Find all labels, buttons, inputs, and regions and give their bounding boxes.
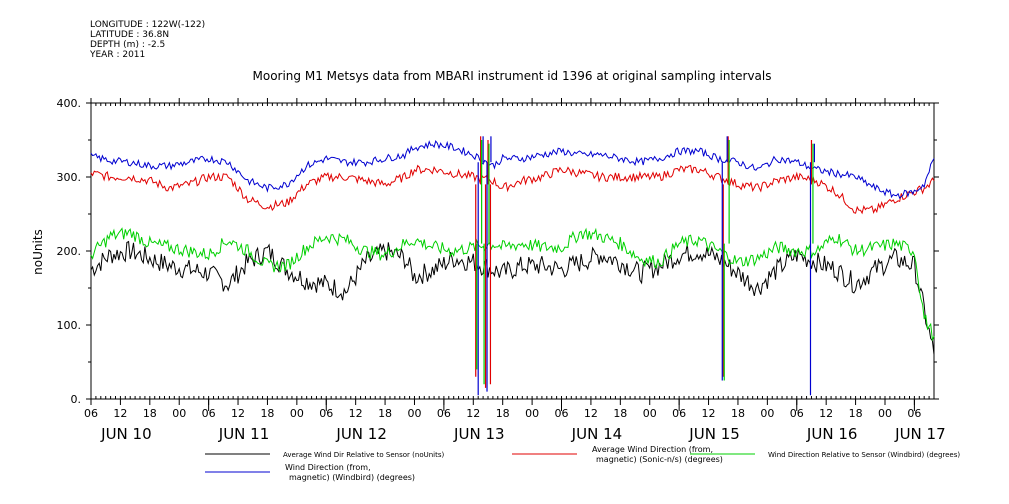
y-tick-label: 100. bbox=[57, 319, 82, 332]
x-tick-label: 06 bbox=[437, 407, 451, 420]
chart-title: Mooring M1 Metsys data from MBARI instru… bbox=[253, 69, 772, 83]
date-label: JUN 13 bbox=[453, 425, 504, 443]
series-line bbox=[90, 240, 935, 355]
y-tick-label: 400. bbox=[57, 97, 82, 110]
x-tick-label: 00 bbox=[290, 407, 304, 420]
x-tick-label: 00 bbox=[525, 407, 539, 420]
x-tick-label: 00 bbox=[172, 407, 186, 420]
x-tick-label: 06 bbox=[672, 407, 686, 420]
x-tick-label: 18 bbox=[260, 407, 274, 420]
x-tick-label: 00 bbox=[407, 407, 421, 420]
metadata-block: LONGITUDE : 122W(-122) LATITUDE : 36.8N … bbox=[90, 20, 205, 60]
x-tick-label: 06 bbox=[84, 407, 98, 420]
x-tick-label: 06 bbox=[790, 407, 804, 420]
x-tick-label: 00 bbox=[760, 407, 774, 420]
legend-label: Wind Direction (from, bbox=[285, 463, 371, 472]
series-line bbox=[90, 164, 935, 215]
x-tick-label: 18 bbox=[143, 407, 157, 420]
date-label: JUN 14 bbox=[571, 425, 622, 443]
legend-label: Average Wind Direction (from, bbox=[592, 445, 713, 454]
date-label: JUN 17 bbox=[894, 425, 945, 443]
legend-label: Average Wind Dir Relative to Sensor (noU… bbox=[283, 451, 444, 459]
x-tick-label: 06 bbox=[907, 407, 921, 420]
date-label: JUN 16 bbox=[806, 425, 857, 443]
y-axis-label: noUnits bbox=[31, 229, 45, 275]
x-tick-label: 18 bbox=[613, 407, 627, 420]
date-label: JUN 11 bbox=[218, 425, 269, 443]
latitude-text: LATITUDE : 36.8N bbox=[90, 30, 170, 40]
x-tick-label: 18 bbox=[496, 407, 510, 420]
y-tick-label: 200. bbox=[57, 245, 82, 258]
legend-label-line2: magnetic) (Windbird) (degrees) bbox=[289, 473, 415, 482]
x-tick-label: 06 bbox=[202, 407, 216, 420]
legend-label: Wind Direction Relative to Sensor (Windb… bbox=[768, 451, 960, 459]
x-tick-label: 12 bbox=[584, 407, 598, 420]
date-label: JUN 10 bbox=[100, 425, 151, 443]
series-line bbox=[90, 140, 935, 199]
x-tick-label: 18 bbox=[378, 407, 392, 420]
x-tick-label: 18 bbox=[849, 407, 863, 420]
year-text: YEAR : 2011 bbox=[90, 50, 146, 60]
legend: Average Wind Dir Relative to Sensor (noU… bbox=[205, 445, 960, 482]
x-tick-label: 12 bbox=[466, 407, 480, 420]
x-tick-label: 12 bbox=[702, 407, 716, 420]
x-tick-label: 06 bbox=[555, 407, 569, 420]
legend-label-line2: magnetic) (Sonic-n/s) (degrees) bbox=[596, 455, 723, 464]
axes-layer: 0. 100. 200. 300. 400. 06 12 18 00 06 12 18 00 06 12 18… bbox=[57, 97, 946, 443]
plot-frame bbox=[90, 102, 935, 400]
y-tick-label: 0. bbox=[71, 393, 82, 406]
x-tick-label: 12 bbox=[819, 407, 833, 420]
x-tick-label: 18 bbox=[731, 407, 745, 420]
longitude-text: LONGITUDE : 122W(-122) bbox=[90, 20, 206, 30]
series-layer bbox=[90, 136, 935, 396]
x-tick-label: 00 bbox=[643, 407, 657, 420]
date-label: JUN 12 bbox=[335, 425, 386, 443]
x-tick-label: 06 bbox=[319, 407, 333, 420]
x-tick-label: 12 bbox=[113, 407, 127, 420]
x-tick-label: 12 bbox=[231, 407, 245, 420]
x-tick-label: 00 bbox=[878, 407, 892, 420]
depth-text: DEPTH (m) : -2.5 bbox=[90, 40, 166, 50]
date-label: JUN 15 bbox=[688, 425, 739, 443]
series-line bbox=[90, 227, 935, 342]
x-tick-label: 12 bbox=[349, 407, 363, 420]
y-tick-label: 300. bbox=[57, 171, 82, 184]
